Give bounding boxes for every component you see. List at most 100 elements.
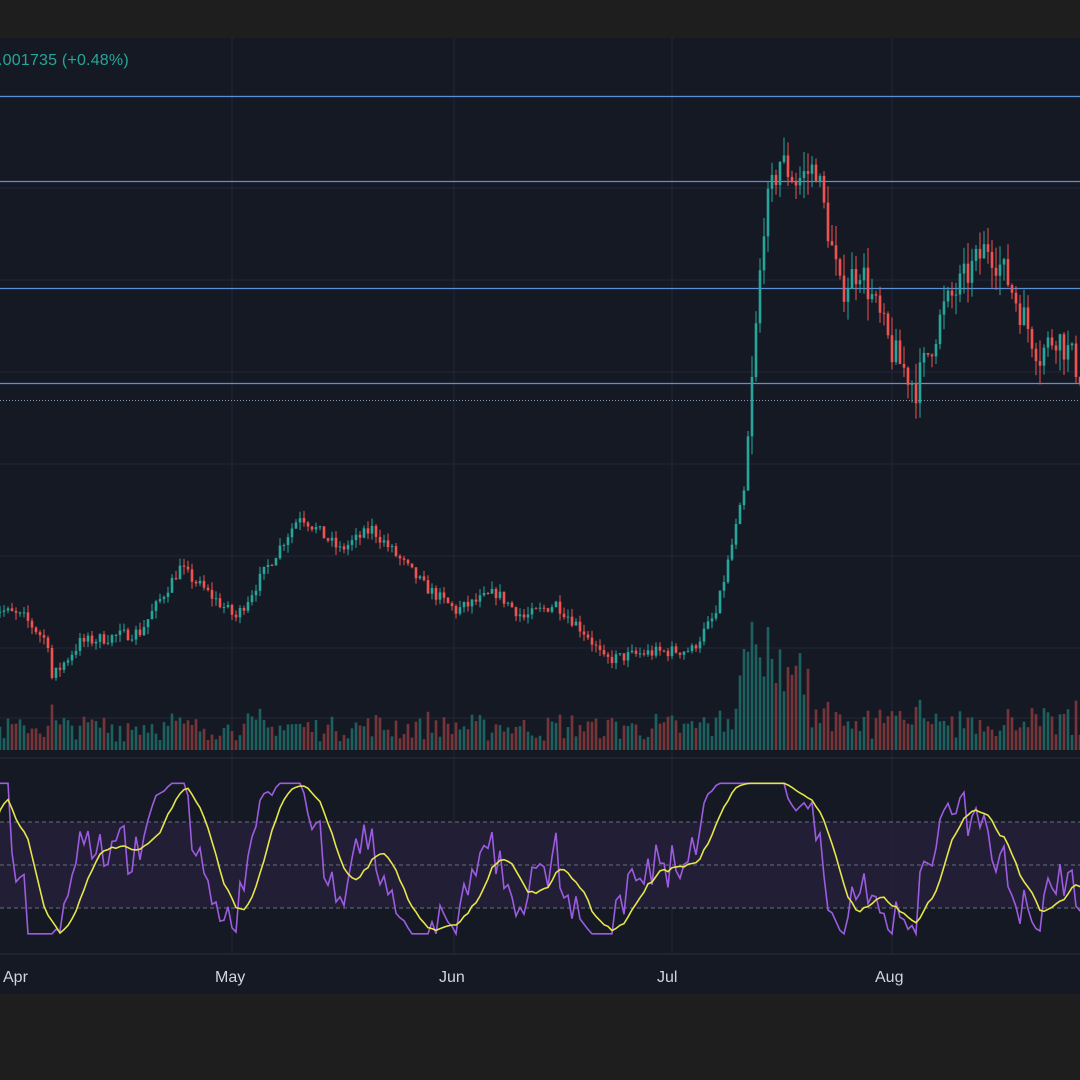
volume-bar	[158, 740, 162, 750]
candle-body	[650, 650, 654, 656]
candle-body	[638, 653, 642, 655]
candle-body	[474, 599, 478, 602]
candlestick-chart[interactable]: Apr May Jun Jul Aug	[0, 38, 1080, 994]
volume-bar	[1042, 708, 1046, 750]
volume-bar	[138, 734, 142, 750]
candle-body	[422, 576, 426, 581]
volume-bar	[554, 722, 558, 750]
volume-bar	[58, 724, 62, 750]
volume-bar	[594, 718, 598, 750]
candle-body	[342, 546, 346, 550]
candle-body	[506, 602, 510, 604]
volume-bar	[438, 736, 442, 750]
candle-body	[658, 646, 662, 651]
volume-bar	[478, 715, 482, 750]
price-change-readout: .001735 (+0.48%)	[0, 52, 129, 69]
candle-body	[338, 546, 342, 548]
volume-bar	[218, 735, 222, 750]
candle-body	[910, 383, 914, 385]
candle-body	[326, 538, 330, 541]
volume-bar	[422, 739, 426, 750]
candle-body	[214, 598, 218, 600]
volume-bar	[510, 733, 514, 750]
candle-body	[758, 270, 762, 324]
candle-body	[626, 652, 630, 661]
x-axis-month-label: Jun	[439, 969, 465, 986]
volume-bar	[698, 722, 702, 750]
volume-bar	[518, 726, 522, 750]
volume-bar	[1062, 714, 1066, 750]
volume-bar	[970, 717, 974, 750]
candle-body	[146, 619, 150, 628]
volume-bar	[366, 718, 370, 750]
volume-bar	[578, 725, 582, 750]
volume-bar	[482, 719, 486, 750]
volume-bar	[298, 723, 302, 750]
volume-bar	[274, 735, 278, 750]
candle-body	[134, 629, 138, 640]
volume-bar	[742, 649, 746, 750]
chart-area[interactable]: Apr May Jun Jul Aug .001735 (+0.48%)	[0, 38, 1080, 994]
candle-body	[130, 639, 134, 641]
volume-bar	[658, 723, 662, 750]
volume-bar	[350, 728, 354, 750]
volume-bar	[378, 717, 382, 750]
volume-bar	[1026, 727, 1030, 750]
volume-bar	[914, 706, 918, 750]
volume-bar	[1014, 730, 1018, 750]
candle-body	[166, 592, 170, 597]
volume-bar	[550, 721, 554, 750]
volume-bar	[1034, 714, 1038, 750]
volume-bar	[486, 740, 490, 750]
volume-bar	[686, 723, 690, 750]
volume-bar	[954, 737, 958, 750]
volume-bar	[630, 723, 634, 750]
volume-bar	[102, 717, 106, 750]
volume-bar	[634, 724, 638, 750]
volume-bar	[734, 708, 738, 750]
candle-body	[306, 522, 310, 527]
candle-body	[14, 611, 18, 613]
candle-body	[886, 313, 890, 336]
volume-bar	[78, 725, 82, 750]
candle-body	[718, 590, 722, 614]
candle-body	[34, 627, 38, 633]
candle-body	[914, 383, 918, 404]
candle-body	[662, 650, 666, 652]
candle-body	[854, 269, 858, 285]
volume-bar	[110, 724, 114, 750]
candle-body	[918, 362, 922, 404]
candle-body	[966, 263, 970, 283]
volume-bar	[462, 726, 466, 750]
candle-body	[794, 181, 798, 186]
candle-body	[922, 352, 926, 363]
volume-bar	[782, 691, 786, 750]
volume-bar	[798, 653, 802, 750]
candle-body	[46, 637, 50, 649]
volume-bar	[802, 694, 806, 750]
volume-bar	[1054, 734, 1058, 750]
candle-body	[526, 614, 530, 618]
volume-bar	[638, 735, 642, 750]
volume-bar	[154, 733, 158, 750]
volume-bar	[146, 732, 150, 750]
candle-body	[1038, 361, 1042, 366]
volume-bar	[898, 710, 902, 750]
volume-bar	[406, 723, 410, 750]
candle-body	[814, 164, 818, 183]
candle-body	[682, 651, 686, 655]
candle-body	[694, 645, 698, 649]
candle-body	[462, 601, 466, 608]
volume-bar	[926, 721, 930, 750]
volume-bar	[446, 723, 450, 750]
candle-body	[546, 608, 550, 612]
candle-body	[510, 602, 514, 608]
volume-bar	[622, 725, 626, 750]
candle-body	[550, 607, 554, 612]
candle-body	[74, 650, 78, 655]
candle-body	[274, 558, 278, 566]
volume-bar	[818, 723, 822, 750]
volume-bar	[170, 713, 174, 750]
candle-body	[98, 634, 102, 642]
candle-body	[554, 601, 558, 608]
